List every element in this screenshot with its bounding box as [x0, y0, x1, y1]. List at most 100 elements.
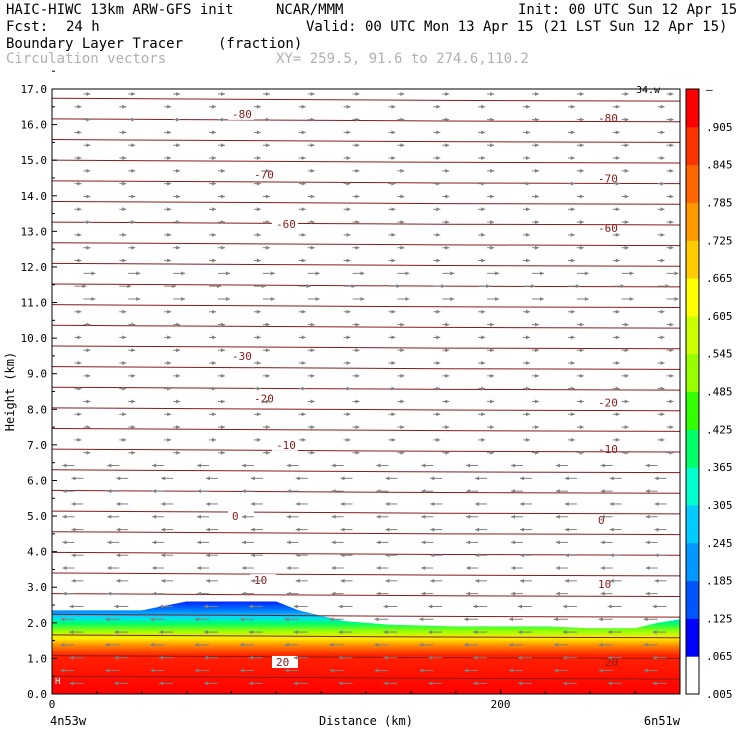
- wind-vector: [209, 386, 216, 391]
- y-tick-label: 1.0: [27, 652, 47, 665]
- wind-vector: [652, 681, 667, 686]
- wind-vector: [576, 399, 584, 404]
- wind-vector: [250, 476, 263, 481]
- wind-vector: [376, 540, 389, 545]
- colorbar-swatch: [686, 542, 699, 582]
- wind-vector: [442, 373, 450, 378]
- wind-vector: [523, 412, 530, 417]
- wind-vector: [197, 540, 209, 545]
- wind-vector: [600, 591, 613, 596]
- wind-vector: [164, 386, 172, 391]
- wind-vector: [152, 540, 165, 545]
- wind-vector: [293, 681, 308, 686]
- wind-vector: [600, 489, 613, 494]
- isotherm-label: -60: [276, 218, 296, 231]
- wind-vector: [433, 156, 441, 161]
- wind-vector: [352, 373, 360, 378]
- wind-vector: [128, 91, 136, 96]
- wind-vector: [523, 181, 530, 186]
- wind-vector: [621, 450, 629, 455]
- wind-vector: [248, 630, 263, 635]
- wind-vector: [119, 437, 127, 442]
- wind-vector: [657, 437, 665, 442]
- wind-vector: [262, 450, 270, 455]
- wind-vector: [119, 309, 127, 314]
- wind-vector: [654, 553, 667, 558]
- wind-vector: [666, 168, 674, 173]
- wind-vector: [428, 630, 443, 635]
- x-tick-label: 0: [49, 698, 56, 711]
- wind-vector: [286, 566, 299, 571]
- wind-vector: [173, 194, 181, 199]
- y-tick-label: 2.0: [27, 617, 47, 630]
- isotherm-line: [52, 242, 680, 247]
- wind-vector: [173, 425, 181, 430]
- y-tick-label: 0.0: [27, 688, 47, 701]
- wind-vector: [217, 373, 225, 378]
- wind-vector: [519, 527, 532, 532]
- wind-vector: [419, 668, 434, 673]
- wind-vector: [621, 117, 629, 122]
- y-tick-label: 6.0: [27, 474, 47, 487]
- wind-vector: [307, 91, 315, 96]
- wind-vector: [253, 258, 261, 263]
- wind-vector: [248, 604, 263, 609]
- wind-vector: [442, 117, 450, 122]
- wind-vector: [343, 437, 351, 442]
- wind-vector: [197, 514, 209, 519]
- wind-vector: [397, 194, 405, 199]
- wind-vector: [284, 617, 299, 622]
- wind-vector: [74, 207, 82, 212]
- wind-vector: [83, 425, 91, 430]
- wind-vector: [576, 245, 584, 250]
- wind-vector: [464, 642, 479, 647]
- wind-vector: [352, 348, 360, 353]
- label-bg: [250, 574, 276, 587]
- wind-vector: [83, 322, 91, 327]
- wind-vector: [262, 271, 275, 276]
- colorbar-swatch: [686, 391, 699, 430]
- wind-vector: [116, 476, 129, 481]
- wind-vector: [519, 501, 532, 506]
- wind-vector: [340, 476, 353, 481]
- y-tick-label: 11.0: [21, 297, 48, 310]
- wind-vector: [352, 245, 360, 250]
- wind-vector: [60, 642, 75, 647]
- wind-vector: [74, 309, 82, 314]
- y-tick-label: 4.0: [27, 546, 47, 559]
- wind-vector: [307, 450, 315, 455]
- wind-vector: [253, 284, 266, 289]
- wind-vector: [74, 335, 82, 340]
- isotherm-label-right: 0: [598, 514, 605, 527]
- isotherm-label: -20: [254, 393, 274, 406]
- wind-vector: [298, 284, 311, 289]
- wind-vector: [173, 450, 181, 455]
- wind-vector: [609, 476, 622, 481]
- wind-vector: [173, 143, 181, 148]
- wind-vector: [519, 476, 532, 481]
- wind-vector: [657, 130, 665, 135]
- wind-vector: [161, 527, 174, 532]
- wind-vector: [487, 322, 495, 327]
- wind-vector: [478, 207, 486, 212]
- wind-vector: [517, 604, 532, 609]
- wind-vector: [209, 309, 216, 314]
- wind-vector: [298, 232, 306, 237]
- wind-vector: [442, 425, 450, 430]
- wind-vector: [397, 117, 405, 122]
- wind-vector: [217, 245, 225, 250]
- wind-vector: [253, 156, 261, 161]
- wind-vector: [598, 617, 613, 622]
- wind-vector: [609, 527, 622, 532]
- wind-vector: [83, 91, 91, 96]
- label-bg: [228, 510, 254, 523]
- wind-vector: [645, 540, 658, 545]
- wind-vector: [164, 412, 172, 417]
- wind-vector: [555, 489, 568, 494]
- wind-vector: [164, 156, 172, 161]
- wind-vector: [607, 630, 622, 635]
- wind-vector: [473, 655, 488, 660]
- wind-vector: [645, 463, 658, 468]
- wind-vector: [60, 617, 75, 622]
- wind-vector: [164, 232, 172, 237]
